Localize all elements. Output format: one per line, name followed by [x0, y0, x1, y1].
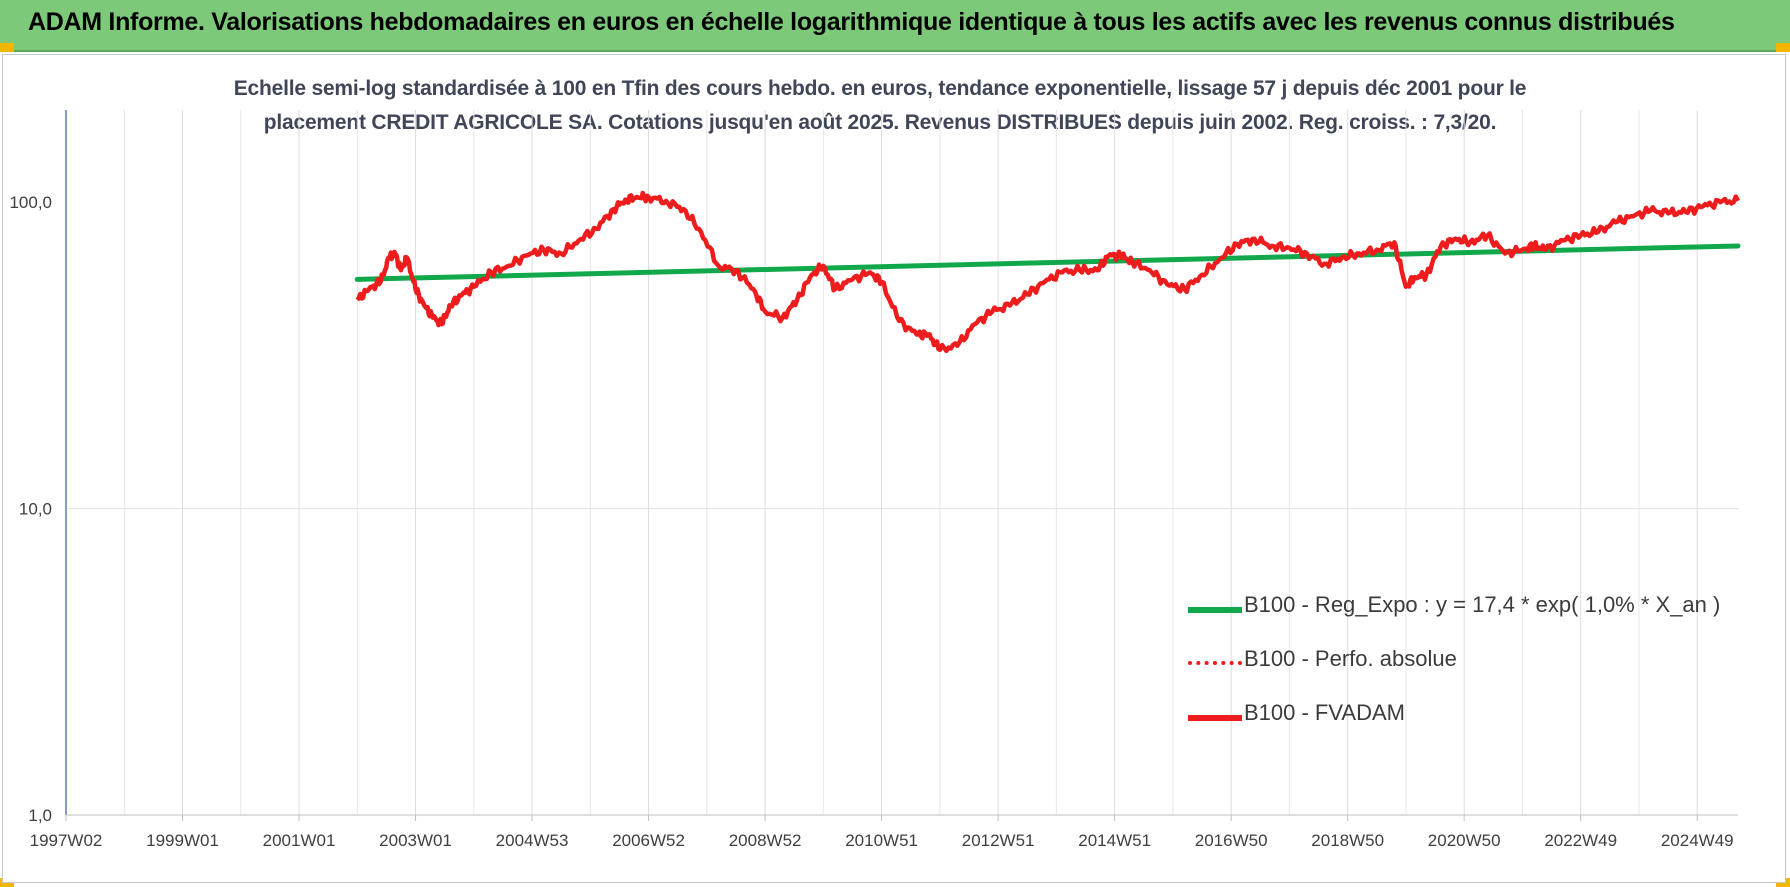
- report-banner: ADAM Informe. Valorisations hebdomadaire…: [0, 0, 1790, 52]
- x-tick-labels: 1997W02 1999W01 2001W01 2003W01 2004W53 2006W…: [30, 831, 1734, 850]
- x-tick-label: 2024W49: [1661, 831, 1734, 850]
- vertical-grid: [66, 110, 1738, 815]
- chart-subtitle-line-2: placement CREDIT AGRICOLE SA. Cotations …: [263, 111, 1497, 134]
- y-tick-label: 100,0: [9, 193, 52, 212]
- x-tick-label: 2003W01: [379, 831, 452, 850]
- x-tick-label: 2008W52: [729, 831, 802, 850]
- chart-subtitle: Echelle semi-log standardisée à 100 en T…: [180, 72, 1580, 140]
- legend-swatch-regression: [1188, 607, 1242, 613]
- corner-mark-top-right: [1776, 43, 1790, 52]
- corner-mark-top-left: [0, 43, 14, 52]
- x-tick-label: 1997W02: [30, 831, 103, 850]
- legend-swatch-perfo: [1188, 661, 1242, 665]
- chart-subtitle-line-1: Echelle semi-log standardisée à 100 en T…: [233, 77, 1527, 100]
- legend-label-perfo: B100 - Perfo. absolue: [1244, 646, 1457, 671]
- legend-label-fvadam: B100 - FVADAM: [1244, 700, 1405, 725]
- legend-label-regression: B100 - Reg_Expo : y = 17,4 * exp( 1,0% *…: [1244, 592, 1721, 617]
- x-tick-label: 2022W49: [1544, 831, 1617, 850]
- x-tick-label: 2014W51: [1078, 831, 1151, 850]
- y-tick-labels: 1,0 10,0 100,0: [9, 193, 52, 825]
- x-tick-label: 2012W51: [962, 831, 1035, 850]
- report-title: ADAM Informe. Valorisations hebdomadaire…: [28, 8, 1675, 36]
- x-tick-label: 1999W01: [146, 831, 219, 850]
- x-tick-label: 2004W53: [496, 831, 569, 850]
- series-lines: [354, 190, 1741, 354]
- x-tick-label: 2020W50: [1428, 831, 1501, 850]
- axes: [65, 110, 1738, 821]
- x-tick-label: 2018W50: [1311, 831, 1384, 850]
- legend-swatch-fvadam: [1188, 715, 1242, 721]
- x-tick-label: 2010W51: [845, 831, 918, 850]
- y-tick-label: 10,0: [19, 500, 52, 519]
- x-tick-label: 2006W52: [612, 831, 685, 850]
- x-tick-label: 2001W01: [263, 831, 336, 850]
- x-tick-label: 2016W50: [1195, 831, 1268, 850]
- fvadam-line: [355, 190, 1741, 354]
- y-tick-label: 1,0: [28, 806, 52, 825]
